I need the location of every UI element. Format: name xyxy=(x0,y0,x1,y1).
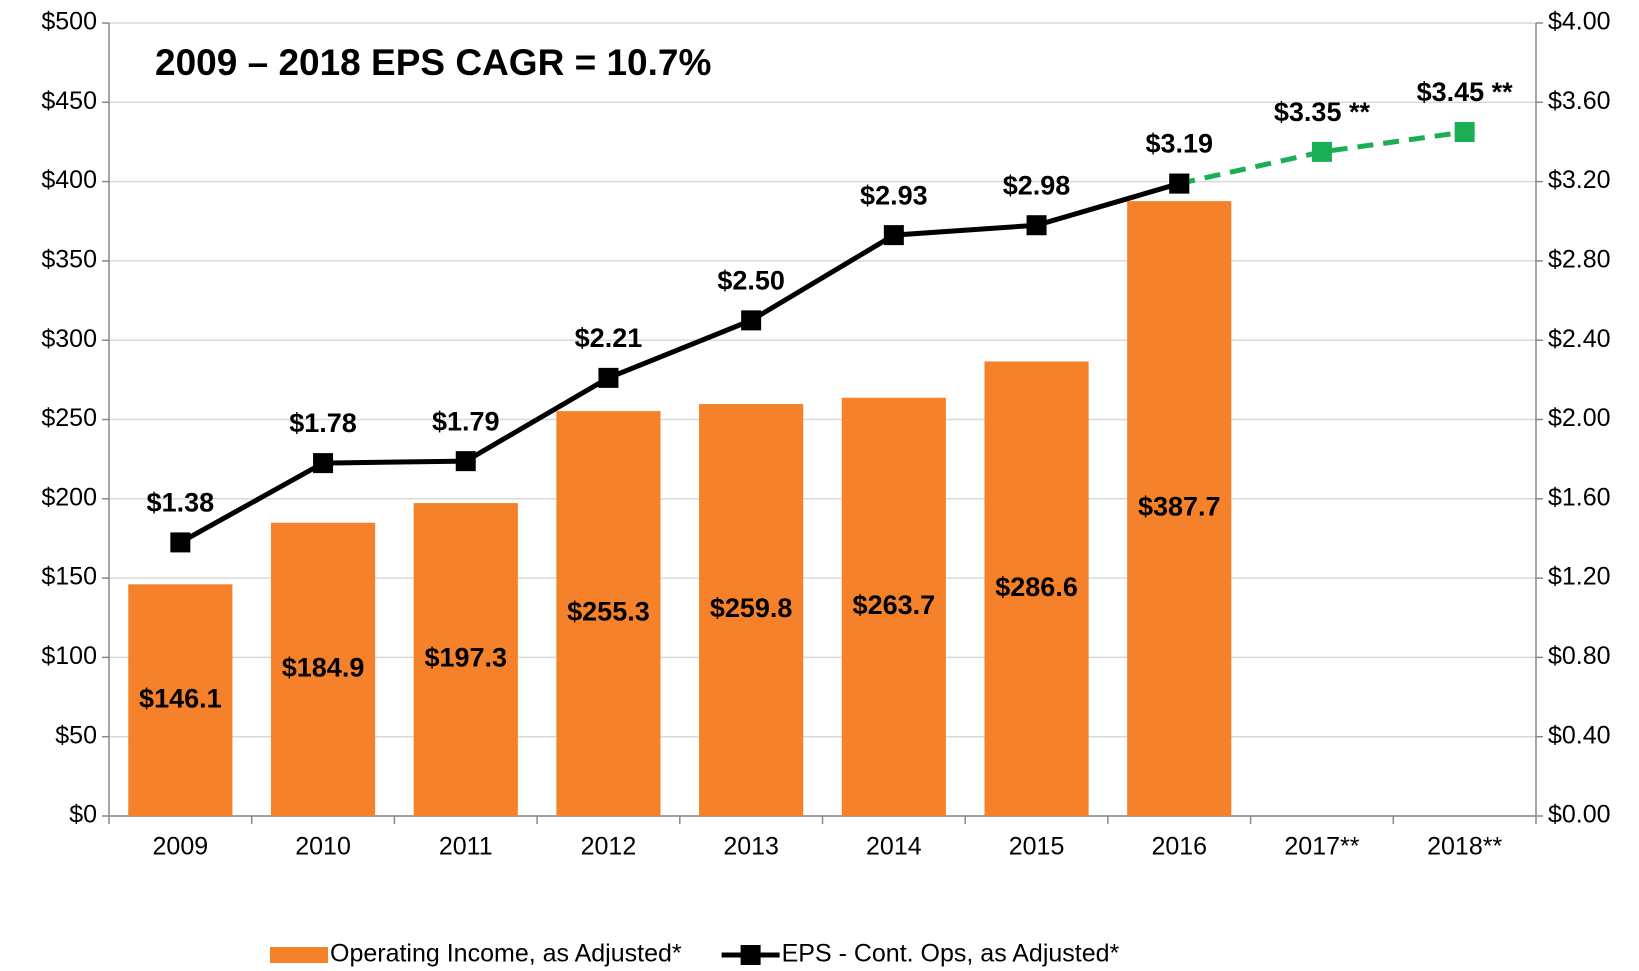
x-tick-label: 2009 xyxy=(153,833,209,861)
line-marker xyxy=(1311,141,1332,162)
x-tick-label: 2013 xyxy=(723,833,779,861)
y-tick-label: $250 xyxy=(41,404,97,432)
bar-value-label: $184.9 xyxy=(282,652,365,682)
y2-tick-label: $0.00 xyxy=(1548,801,1611,829)
y2-tick-label: $3.60 xyxy=(1548,87,1611,115)
bar xyxy=(984,361,1089,816)
y-tick-label: $0 xyxy=(69,801,97,829)
legend-label: Operating Income, as Adjusted* xyxy=(330,940,682,968)
bar-value-label: $255.3 xyxy=(567,597,650,627)
x-tick-label: 2014 xyxy=(866,833,922,861)
x-tick-label: 2017** xyxy=(1284,833,1359,861)
y2-tick-label: $0.40 xyxy=(1548,721,1611,749)
legend-swatch xyxy=(270,947,328,963)
bar-value-label: $263.7 xyxy=(853,590,936,620)
line-value-label: $3.45 ** xyxy=(1417,77,1514,107)
line-value-label: $2.98 xyxy=(1003,170,1071,200)
y2-tick-label: $1.60 xyxy=(1548,483,1611,511)
y-tick-label: $450 xyxy=(41,87,97,115)
x-tick-label: 2015 xyxy=(1009,833,1065,861)
line-value-label: $1.78 xyxy=(289,408,357,438)
line-value-label: $2.93 xyxy=(860,180,928,210)
legend-label: EPS - Cont. Ops, as Adjusted* xyxy=(782,940,1120,968)
y2-tick-label: $3.20 xyxy=(1548,166,1611,194)
chart-title: 2009 – 2018 EPS CAGR = 10.7% xyxy=(155,42,711,83)
legend-swatch xyxy=(740,945,761,965)
bar xyxy=(413,503,518,816)
bar xyxy=(1127,201,1232,817)
line-value-label: $1.79 xyxy=(432,406,500,436)
line-value-label: $2.50 xyxy=(717,266,785,296)
bar xyxy=(128,584,233,816)
x-tick-label: 2018** xyxy=(1427,833,1502,861)
y-tick-label: $200 xyxy=(41,483,97,511)
y2-tick-label: $2.00 xyxy=(1548,404,1611,432)
line-value-label: $2.21 xyxy=(575,323,643,353)
line xyxy=(1178,129,1465,187)
y2-tick-label: $2.40 xyxy=(1548,325,1611,353)
line-marker xyxy=(455,451,476,472)
line-marker xyxy=(883,225,904,246)
bar xyxy=(556,411,661,816)
bar-value-label: $146.1 xyxy=(139,683,222,713)
x-tick-label: 2011 xyxy=(439,833,493,861)
bar xyxy=(270,522,376,816)
line-value-label: $3.19 xyxy=(1145,129,1213,159)
line-marker xyxy=(313,453,334,474)
bar-value-label: $197.3 xyxy=(424,643,507,673)
bar-value-label: $387.7 xyxy=(1138,492,1221,522)
y2-tick-label: $4.00 xyxy=(1548,8,1611,36)
line-marker xyxy=(170,532,191,553)
line-marker xyxy=(1026,215,1047,236)
y2-tick-label: $2.80 xyxy=(1548,246,1611,274)
bar-value-label: $259.8 xyxy=(710,593,793,623)
x-tick-label: 2016 xyxy=(1151,833,1207,861)
x-tick-label: 2010 xyxy=(295,833,351,861)
y-tick-label: $400 xyxy=(41,166,97,194)
y-tick-label: $350 xyxy=(41,246,97,274)
y-tick-label: $300 xyxy=(41,325,97,353)
line-marker xyxy=(598,367,619,388)
line-value-label: $1.38 xyxy=(147,488,215,518)
x-tick-label: 2012 xyxy=(581,833,637,861)
bar xyxy=(699,403,804,816)
line xyxy=(179,181,1180,545)
line-value-label: $3.35 ** xyxy=(1274,97,1371,127)
y-tick-label: $500 xyxy=(41,8,97,36)
y2-tick-label: $1.20 xyxy=(1548,563,1611,591)
line-marker xyxy=(1169,173,1190,194)
y-tick-label: $50 xyxy=(55,721,97,749)
y-tick-label: $100 xyxy=(41,642,97,670)
y-tick-label: $150 xyxy=(41,563,97,591)
y2-tick-label: $0.80 xyxy=(1548,642,1611,670)
bar xyxy=(841,397,946,816)
line-marker xyxy=(741,310,762,331)
line-marker xyxy=(1454,122,1475,143)
bar-value-label: $286.6 xyxy=(995,572,1078,602)
